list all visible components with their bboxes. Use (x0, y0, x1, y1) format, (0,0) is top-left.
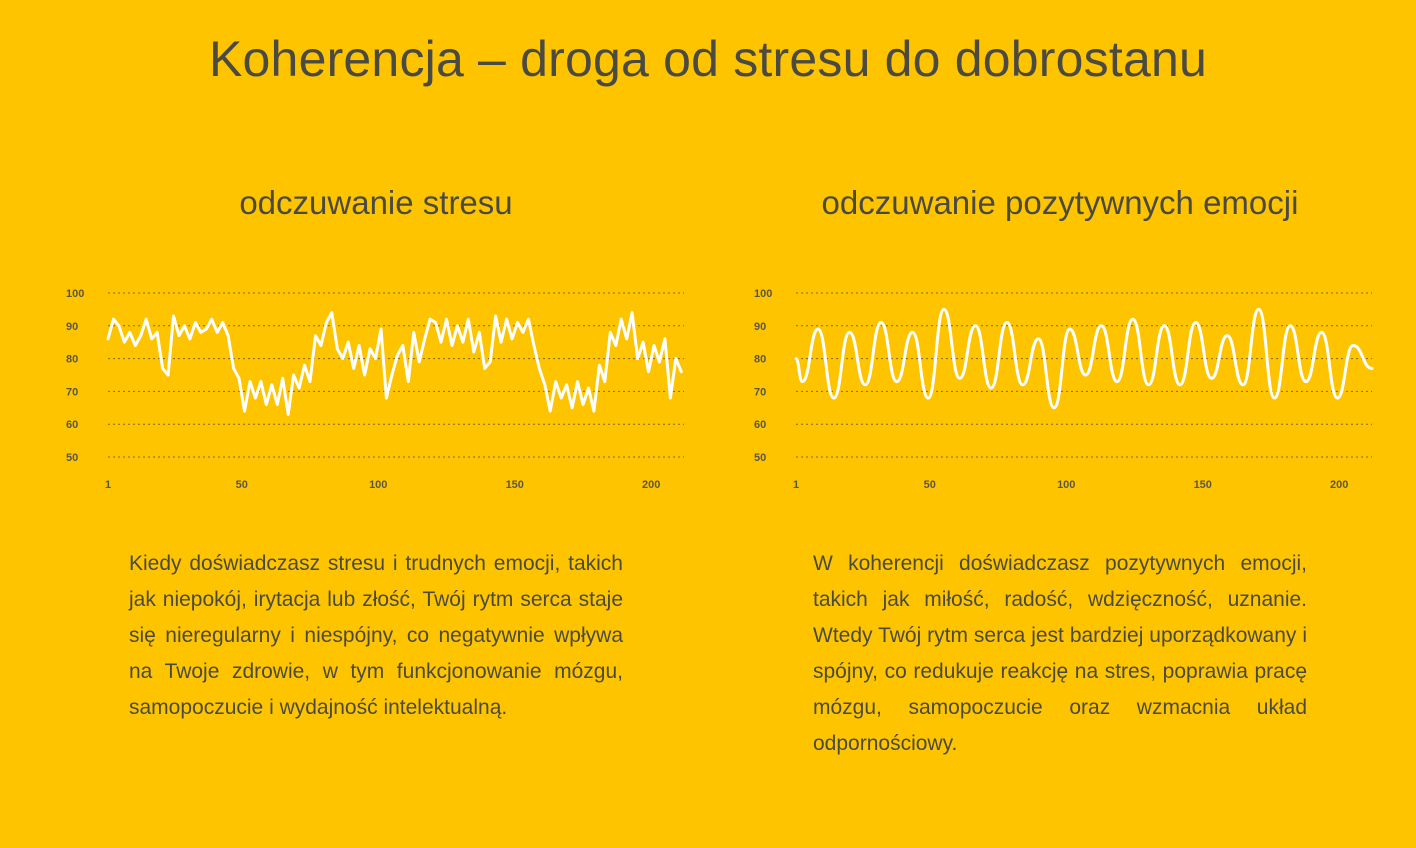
x-tick-label-100: 100 (369, 479, 387, 491)
x-tick-label-100: 100 (1057, 479, 1075, 491)
y-tick-label-70: 70 (66, 386, 78, 398)
heart-rhythm-line (106, 311, 683, 416)
x-tick-label-150: 150 (1194, 479, 1212, 491)
stress-panel-title: odczuwanie stresu (239, 184, 513, 221)
y-tick-label-70: 70 (754, 386, 766, 398)
x-tick-label-150: 150 (506, 479, 524, 491)
y-tick-label-80: 80 (754, 354, 766, 366)
y-tick-label-60: 60 (754, 419, 766, 431)
x-tick-label-50: 50 (236, 479, 248, 491)
x-tick-label-200: 200 (1330, 479, 1348, 491)
page-title: Koherencja – droga od stresu do dobrosta… (209, 31, 1207, 87)
y-tick-label-100: 100 (66, 288, 84, 300)
x-tick-label-1: 1 (105, 479, 111, 491)
y-tick-label-90: 90 (754, 321, 766, 333)
x-tick-label-50: 50 (924, 479, 936, 491)
coherence-heart-rhythm-chart: 100 90 80 70 60 50 1 50 100 150 200 (740, 276, 1380, 506)
stress-description: Kiedy doświadczasz stresu i trudnych emo… (129, 552, 623, 719)
x-tick-label-200: 200 (642, 479, 660, 491)
x-tick-label-1: 1 (793, 479, 799, 491)
stress-heart-rhythm-chart: 100 90 80 70 60 50 1 50 100 150 200 (52, 276, 692, 506)
y-tick-label-50: 50 (754, 452, 766, 464)
heart-rhythm-line (794, 307, 1374, 410)
positive-emotions-panel-title: odczuwanie pozytywnych emocji (821, 184, 1299, 221)
y-tick-label-60: 60 (66, 419, 78, 431)
coherence-description: W koherencji doświadczasz pozytywnych em… (813, 552, 1307, 755)
y-tick-label-100: 100 (754, 288, 772, 300)
y-tick-label-90: 90 (66, 321, 78, 333)
y-tick-label-50: 50 (66, 452, 78, 464)
y-tick-label-80: 80 (66, 354, 78, 366)
